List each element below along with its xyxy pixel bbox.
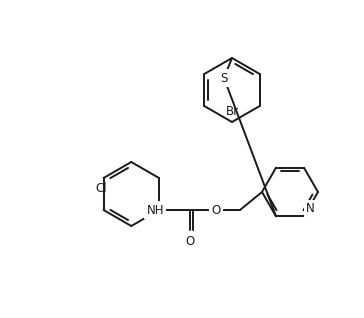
Text: Cl: Cl bbox=[96, 182, 107, 195]
Text: S: S bbox=[220, 72, 228, 85]
Text: N: N bbox=[306, 202, 315, 215]
Text: Br: Br bbox=[225, 105, 238, 118]
Text: O: O bbox=[211, 204, 221, 217]
Text: NH: NH bbox=[146, 204, 164, 217]
Text: O: O bbox=[185, 235, 195, 248]
